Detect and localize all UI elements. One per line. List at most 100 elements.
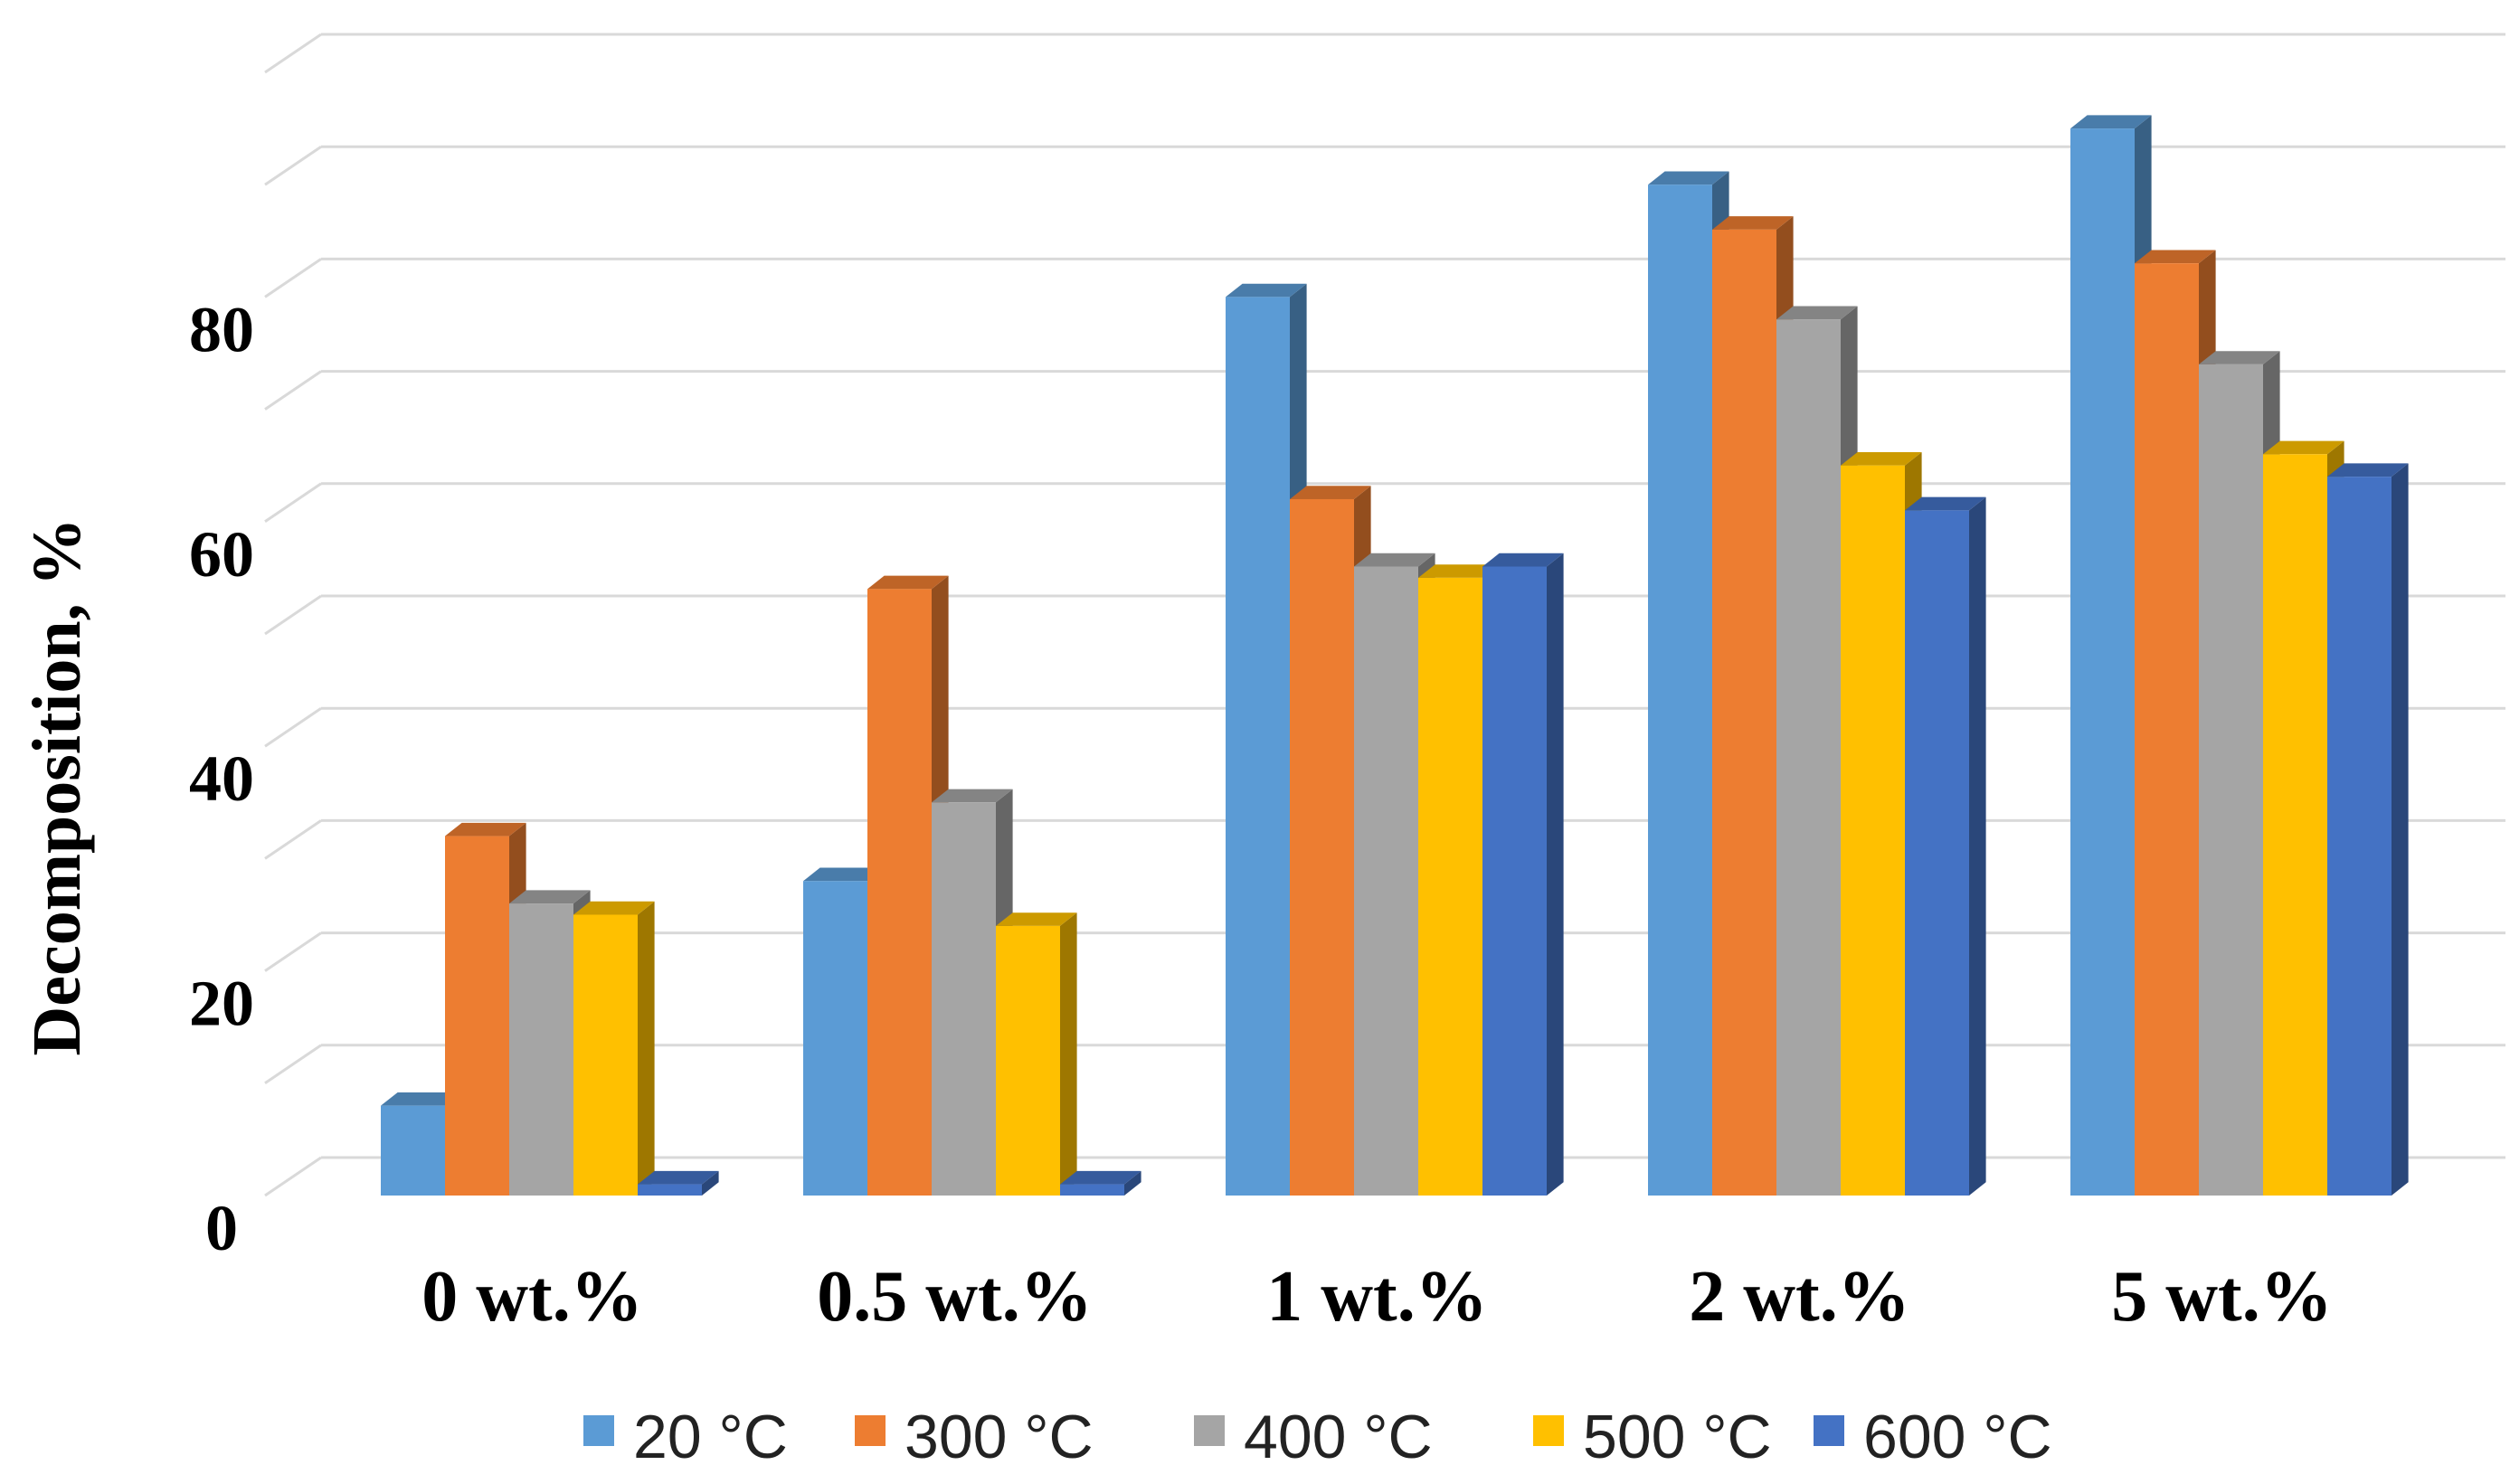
bar-top xyxy=(445,822,526,837)
bar-top xyxy=(2070,115,2152,129)
bar-front xyxy=(1354,566,1418,1196)
gridline-diagonal xyxy=(264,1044,322,1085)
gridline-diagonal xyxy=(264,258,322,298)
bar-front xyxy=(867,589,932,1196)
bar xyxy=(1905,496,1986,1196)
bar-top xyxy=(867,575,949,590)
y-tick-label: 80 xyxy=(189,293,254,365)
legend-item: 400 °C xyxy=(1194,1403,1433,1471)
category-label: 0.5 wt.% xyxy=(817,1257,1092,1337)
y-tick-label: 40 xyxy=(189,742,254,815)
bar xyxy=(1482,553,1564,1196)
legend-item: 300 °C xyxy=(855,1403,1094,1471)
bar-front xyxy=(1418,577,1482,1196)
bar-top xyxy=(381,1092,462,1106)
category-label: 1 wt.% xyxy=(1266,1257,1487,1337)
bar xyxy=(996,912,1077,1196)
bar-top xyxy=(1482,553,1564,567)
legend-swatch xyxy=(855,1415,886,1446)
bar-front xyxy=(2070,128,2135,1196)
bar-group xyxy=(1226,283,1564,1196)
bar-front xyxy=(2263,454,2327,1196)
gridline-diagonal xyxy=(264,706,322,748)
bar-front xyxy=(2135,263,2199,1196)
bar-top xyxy=(1418,564,1500,578)
bar xyxy=(573,901,655,1196)
bar-front xyxy=(445,836,509,1196)
legend-label: 400 °C xyxy=(1244,1403,1433,1471)
bar-front xyxy=(638,1184,702,1196)
legend-label: 20 °C xyxy=(633,1403,788,1471)
bar-top xyxy=(2135,250,2216,264)
bar-group xyxy=(803,575,1141,1196)
category-label: 2 wt.% xyxy=(1689,1257,1909,1337)
bar-front xyxy=(1905,510,1969,1196)
y-tick-label: 20 xyxy=(189,968,254,1040)
legend-label: 600 °C xyxy=(1863,1403,2052,1471)
legend-item: 500 °C xyxy=(1533,1403,1772,1471)
bar-front xyxy=(1290,498,1354,1196)
bar-top xyxy=(1060,1170,1141,1185)
bar-front xyxy=(932,802,996,1196)
gridline-diagonal xyxy=(264,33,322,74)
bar xyxy=(2327,463,2409,1196)
bar-front xyxy=(1712,229,1776,1196)
category-label: 5 wt.% xyxy=(2111,1257,2332,1337)
bar-top xyxy=(803,867,885,882)
bar-front xyxy=(1648,184,1712,1196)
bar-group xyxy=(381,822,719,1196)
bars xyxy=(381,115,2409,1196)
bar-top xyxy=(638,1170,719,1185)
bar-front xyxy=(1482,566,1547,1196)
legend-label: 500 °C xyxy=(1583,1403,1772,1471)
bar-top xyxy=(2199,351,2280,364)
legend-swatch xyxy=(583,1415,614,1446)
bar-front xyxy=(2327,477,2392,1196)
bar-side xyxy=(1124,1170,1141,1196)
bar-front xyxy=(2199,364,2263,1196)
gridline-diagonal xyxy=(264,482,322,524)
legend-item: 600 °C xyxy=(1814,1403,2052,1471)
bar xyxy=(638,1170,719,1196)
bar-top xyxy=(1226,283,1307,298)
bar-front xyxy=(803,881,867,1196)
bar-front xyxy=(1060,1184,1124,1196)
y-tick-label: 0 xyxy=(205,1192,238,1264)
bar-front xyxy=(381,1105,445,1196)
legend-swatch xyxy=(1814,1415,1844,1446)
bar-top xyxy=(1776,306,1858,320)
bar-top xyxy=(1290,486,1371,499)
gridline-diagonal xyxy=(264,370,322,411)
bar-front xyxy=(996,925,1060,1196)
bar-front xyxy=(509,903,573,1196)
bar-front xyxy=(573,914,638,1196)
y-axis-label: Decomposition, % xyxy=(19,517,95,1055)
bar-top xyxy=(509,890,591,904)
bar-group xyxy=(1648,171,1986,1196)
bar-side xyxy=(1969,496,1986,1196)
gridline-diagonal xyxy=(264,1156,322,1197)
bar-top xyxy=(2327,463,2409,477)
bar-front xyxy=(1776,319,1841,1196)
legend-label: 300 °C xyxy=(905,1403,1094,1471)
bar-front xyxy=(1226,297,1290,1196)
bar xyxy=(1060,1170,1141,1196)
bar-front xyxy=(1841,465,1905,1196)
legend: 20 °C 300 °C 400 °C 500 °C 600 °C xyxy=(583,1403,2052,1471)
bar-top xyxy=(1648,171,1729,185)
gridline-diagonal xyxy=(264,145,322,186)
gridline-diagonal xyxy=(264,594,322,636)
y-tick-label: 60 xyxy=(189,518,254,591)
bar-top xyxy=(1905,496,1986,511)
category-label: 0 wt.% xyxy=(421,1257,642,1337)
bar-top xyxy=(2263,440,2344,455)
bar-top xyxy=(1712,216,1794,230)
legend-swatch xyxy=(1194,1415,1225,1446)
gridline-diagonal xyxy=(264,819,322,860)
bar-side xyxy=(2392,463,2409,1196)
bar-side xyxy=(1060,912,1077,1196)
bar-top xyxy=(1841,452,1922,466)
bar-side xyxy=(702,1170,719,1196)
bar-group xyxy=(2070,115,2409,1196)
